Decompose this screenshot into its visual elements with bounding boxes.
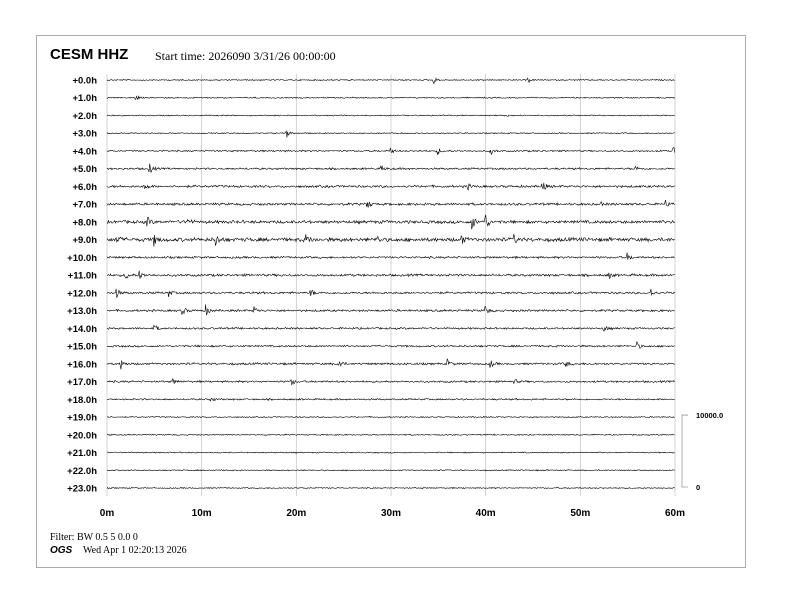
row-label: +17.0h (67, 377, 97, 388)
row-label: +12.0h (67, 288, 97, 299)
x-tick-label: 20m (286, 508, 306, 519)
trace-row (106, 397, 675, 402)
scale-bar (681, 414, 688, 488)
trace-row (106, 130, 675, 138)
row-label: +20.0h (67, 430, 97, 441)
trace-row (106, 163, 675, 173)
row-label: +0.0h (72, 76, 97, 87)
row-label: +22.0h (67, 466, 97, 477)
station-title: CESM HHZ (50, 46, 129, 63)
trace-row (106, 469, 675, 472)
trace-row (106, 114, 675, 117)
row-label: +8.0h (72, 217, 97, 228)
trace-row (106, 214, 675, 230)
x-tick-label: 60m (665, 508, 685, 519)
x-tick-label: 10m (192, 508, 212, 519)
x-tick-label: 40m (476, 508, 496, 519)
row-label: +18.0h (67, 395, 97, 406)
x-tick-label: 0m (100, 508, 115, 519)
row-label: +7.0h (72, 200, 97, 211)
filter-info: Filter: BW 0.5 5 0.0 0 (50, 532, 138, 543)
row-label: +21.0h (67, 448, 97, 459)
row-label: +14.0h (67, 324, 97, 335)
row-label: +2.0h (72, 111, 97, 122)
x-tick-label: 30m (381, 508, 401, 519)
trace-row (106, 415, 675, 419)
scale-top-label: 10000.0 (696, 411, 723, 420)
row-label: +3.0h (72, 129, 97, 140)
row-label: +9.0h (72, 235, 97, 246)
org-label: OGS (50, 545, 73, 556)
trace-row (106, 270, 675, 279)
trace-row (106, 77, 675, 85)
print-timestamp: Wed Apr 1 02:20:13 2026 (83, 545, 187, 556)
trace-row (106, 358, 675, 370)
trace-row (106, 199, 675, 208)
x-tick-label: 50m (570, 508, 590, 519)
grid (106, 74, 676, 496)
trace-row (106, 324, 675, 333)
trace-row (106, 147, 675, 156)
trace-row (106, 433, 675, 436)
row-label: +11.0h (68, 271, 98, 282)
row-label: +5.0h (72, 164, 97, 175)
traces (106, 77, 675, 490)
row-label: +16.0h (67, 359, 97, 370)
row-label: +23.0h (67, 484, 97, 495)
row-label: +6.0h (72, 182, 97, 193)
trace-row (106, 451, 675, 454)
trace-row (106, 486, 675, 490)
trace-row (106, 288, 675, 298)
trace-row (106, 304, 675, 316)
row-label: +10.0h (67, 253, 97, 264)
x-tick-labels: 0m 10m 20m 30m 40m 50m 60m (100, 508, 685, 519)
row-label: +19.0h (67, 413, 97, 424)
trace-row (106, 377, 675, 386)
row-label: +13.0h (67, 306, 97, 317)
row-label: +1.0h (72, 93, 97, 104)
trace-row (106, 95, 675, 101)
amplitude-scale-bar: 10000.0 0 (681, 411, 723, 492)
trace-row (106, 233, 675, 247)
row-label: +15.0h (67, 342, 97, 353)
trace-row (106, 340, 675, 349)
scale-bottom-label: 0 (696, 483, 700, 492)
trace-row (106, 182, 675, 191)
row-labels: +0.0h +1.0h +2.0h +3.0h +4.0h +5.0h +6.0h +7.0h… (67, 76, 97, 495)
row-label: +4.0h (72, 146, 97, 157)
start-time: Start time: 2026090 3/31/26 00:00:00 (155, 49, 336, 63)
trace-row (106, 252, 675, 260)
plot-frame (36, 35, 746, 568)
